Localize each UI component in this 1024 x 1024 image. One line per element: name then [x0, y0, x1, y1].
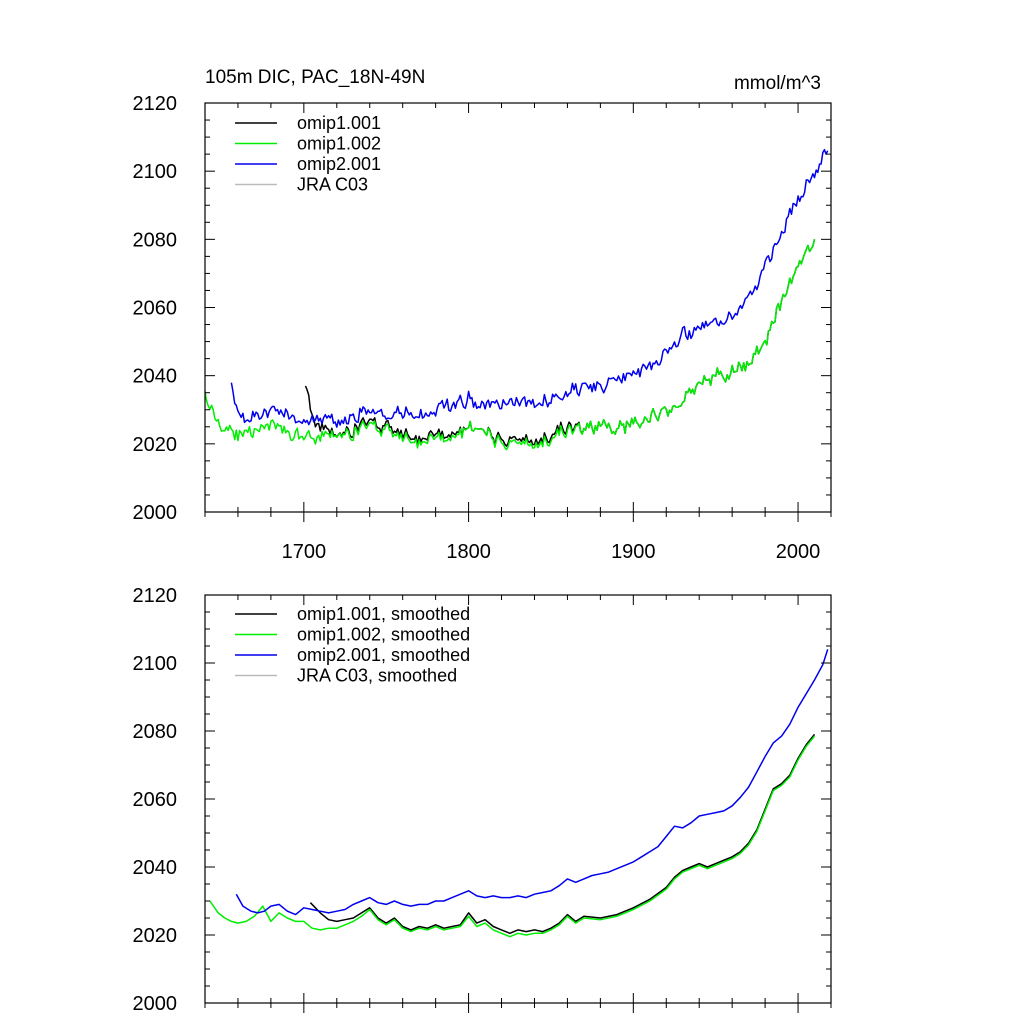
- series-line-3: [235, 649, 829, 916]
- units-label: mmol/m^3: [734, 73, 821, 94]
- y-tick-label: 2100: [133, 653, 178, 675]
- y-tick-label: 2120: [133, 93, 178, 115]
- legend-label: JRA C03: [297, 175, 368, 195]
- legend-label: omip1.002: [297, 134, 381, 154]
- series-line-1: [309, 733, 816, 935]
- y-tick-label: 2020: [133, 434, 178, 456]
- chart-panel-1: 2000 2020 2040 2060 2080 2100 2120 1700 1800 1900…: [133, 67, 832, 563]
- legend-label: omip1.001, smoothed: [297, 604, 470, 624]
- series-line-1: [304, 239, 816, 447]
- chart-title: 105m DIC, PAC_18N-49N: [205, 67, 425, 88]
- series-group: [209, 649, 829, 938]
- y-tick-label: 2100: [133, 161, 178, 183]
- series-line-3: [230, 148, 829, 428]
- y-tick-label: 2080: [133, 721, 178, 743]
- x-tick-label: 1800: [446, 541, 491, 563]
- x-tick-label: 2000: [776, 541, 821, 563]
- y-tick-label: 2000: [133, 993, 178, 1015]
- y-tick-label: 2080: [133, 229, 178, 251]
- y-tick-label: 2040: [133, 857, 178, 879]
- x-tick-label: 1900: [611, 541, 656, 563]
- series-line-2: [204, 239, 816, 451]
- legend-label: omip1.001: [297, 113, 381, 133]
- legend-label: omip1.002, smoothed: [297, 625, 470, 645]
- y-tick-label: 2120: [133, 585, 178, 607]
- y-tick-label: 2060: [133, 298, 178, 320]
- series-line-2: [209, 735, 816, 938]
- chart-panel-2: 2000 2020 2040 2060 2080 2100 2120 omip1.001, s…: [133, 585, 832, 1015]
- y-tick-label: 2060: [133, 789, 178, 811]
- x-tick-label: 1700: [282, 541, 327, 563]
- legend-label: omip2.001: [297, 154, 381, 174]
- series-group: [204, 148, 829, 451]
- y-tick-label: 2040: [133, 366, 178, 388]
- legend-label: JRA C03, smoothed: [297, 666, 457, 686]
- y-tick-label: 2000: [133, 502, 178, 524]
- y-tick-label: 2020: [133, 925, 178, 947]
- legend-label: omip2.001, smoothed: [297, 645, 470, 665]
